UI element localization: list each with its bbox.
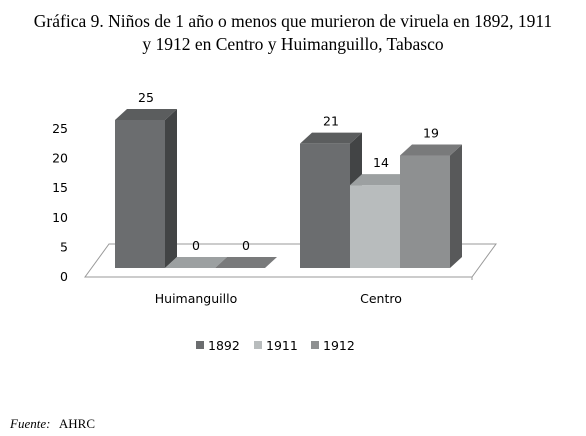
- data-label: 0: [242, 238, 250, 253]
- bar-top: [215, 257, 277, 268]
- bar-huimanguillo-1911: [165, 257, 227, 268]
- bar-front: [400, 155, 450, 268]
- bar-top: [165, 257, 227, 268]
- source-value: AHRC: [59, 416, 95, 431]
- source-label: Fuente:: [9, 416, 50, 431]
- bar-huimanguillo-1892: [115, 109, 177, 268]
- chart-title-line-1: Gráfica 9. Niños de 1 año o menos que mu…: [34, 11, 552, 31]
- bar-top: [350, 174, 412, 186]
- data-labels: 25 0 0 21 14 19: [138, 90, 439, 253]
- source-line: Fuente: AHRC: [9, 415, 95, 432]
- data-label: 21: [323, 114, 339, 129]
- bar-front: [300, 143, 350, 268]
- category-label: Huimanguillo: [155, 291, 237, 306]
- y-tick-label: 25: [52, 121, 68, 136]
- bar-front: [115, 120, 165, 268]
- bars: [115, 109, 462, 268]
- legend-label: 1912: [323, 338, 355, 353]
- y-tick-label: 0: [60, 269, 68, 284]
- bar-side: [165, 109, 177, 268]
- category-label: Centro: [360, 291, 402, 306]
- y-tick-label: 15: [52, 180, 68, 195]
- bar-huimanguillo-1912: [215, 257, 277, 268]
- y-tick-label: 20: [52, 151, 68, 166]
- bar-top: [300, 132, 362, 144]
- y-tick-label: 5: [60, 239, 68, 254]
- legend-swatch: [311, 341, 319, 349]
- legend: 1892 1911 1912: [196, 338, 355, 353]
- y-axis: 0 5 10 15 20 25: [52, 121, 68, 284]
- legend-swatch: [196, 341, 204, 349]
- chart-title-line-2: y 1912 en Centro y Huimanguillo, Tabasco: [142, 34, 444, 54]
- bar-centro-1912: [400, 144, 462, 268]
- data-label: 0: [192, 238, 200, 253]
- y-tick-label: 10: [52, 210, 68, 225]
- category-labels: Huimanguillo Centro: [155, 291, 402, 306]
- bar-top: [400, 144, 462, 156]
- legend-label: 1911: [266, 338, 298, 353]
- data-label: 14: [373, 155, 389, 170]
- legend-label: 1892: [208, 338, 240, 353]
- data-label: 25: [138, 90, 154, 105]
- bar-side: [450, 144, 462, 268]
- data-label: 19: [423, 126, 439, 141]
- bar-top: [115, 109, 177, 120]
- bar-front: [350, 185, 400, 268]
- legend-swatch: [254, 341, 262, 349]
